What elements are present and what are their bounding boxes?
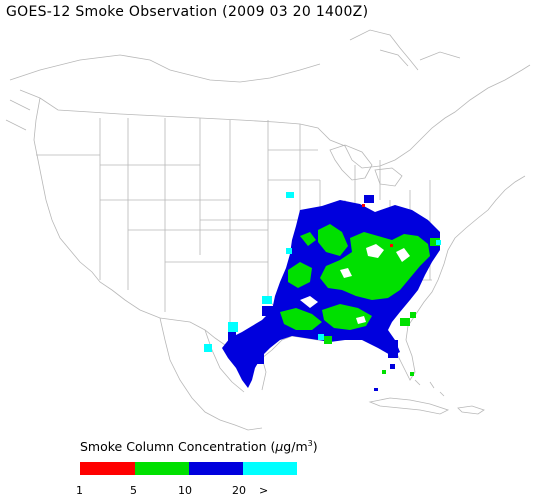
basemap	[5, 29, 531, 431]
legend-swatch-5-10	[135, 462, 189, 475]
smoke-gaps	[300, 244, 410, 324]
map-title: GOES-12 Smoke Observation (2009 03 20 14…	[6, 4, 369, 20]
legend-swatch-over-20	[243, 462, 297, 475]
legend-tick-more: >	[259, 484, 269, 497]
legend-tick-10: 10	[178, 484, 192, 497]
legend-tick-1: 1	[76, 484, 83, 497]
smoke-blue	[222, 195, 440, 391]
mu-symbol: μ	[275, 439, 284, 455]
smoke-cyan	[204, 192, 441, 352]
legend-tick-5: 5	[130, 484, 137, 497]
smoke-red	[362, 204, 393, 247]
legend-swatch-10-20	[189, 462, 243, 475]
legend-title: Smoke Column Concentration (μg/m3)	[80, 439, 318, 455]
legend-tick-20: 20	[232, 484, 246, 497]
legend-swatch-1-5	[80, 462, 135, 475]
